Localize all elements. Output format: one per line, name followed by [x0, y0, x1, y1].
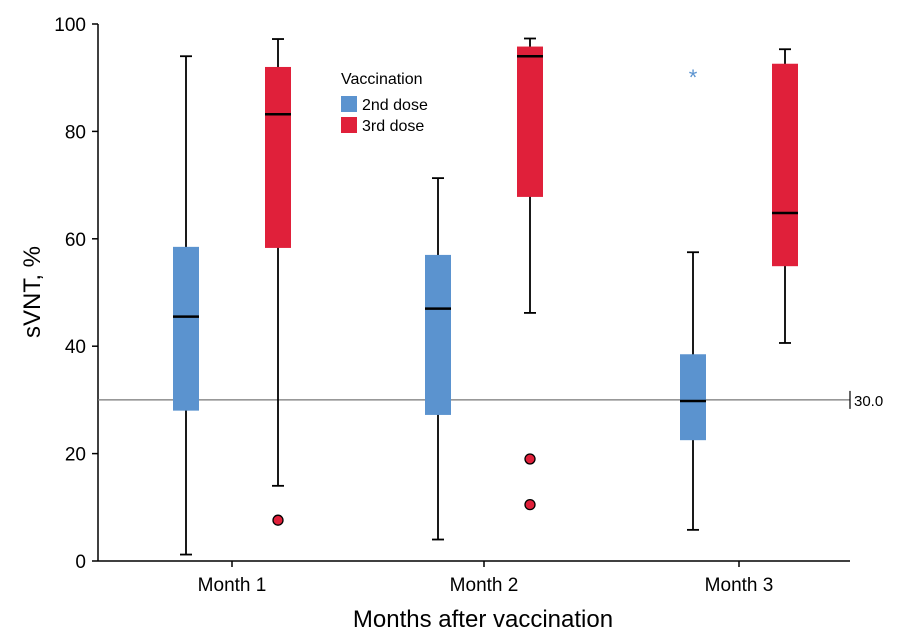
x-axis-title: Months after vaccination [353, 606, 613, 633]
box-iqr [772, 63, 798, 267]
x-tick-label: Month 2 [450, 575, 519, 596]
y-tick-label: 20 [65, 445, 86, 466]
legend-label: 2nd dose [362, 97, 428, 114]
box-group [517, 37, 543, 511]
box-iqr [425, 254, 451, 415]
outlier-point [524, 453, 536, 465]
y-tick-label: 60 [65, 230, 86, 251]
box-group [265, 38, 291, 526]
extreme-point: * [689, 65, 698, 90]
box-group [772, 48, 798, 344]
y-axis-title: sVNT, % [19, 246, 46, 338]
box-group: * [680, 65, 706, 531]
x-tick-label: Month 1 [198, 575, 267, 596]
y-tick-label: 40 [65, 337, 86, 358]
box-group [425, 177, 451, 541]
y-tick-label: 80 [65, 122, 86, 143]
box-iqr [265, 66, 291, 248]
y-tick-label: 100 [54, 15, 86, 36]
legend-swatch [341, 117, 357, 133]
legend-swatch [341, 96, 357, 112]
legend-label: 3rd dose [362, 118, 424, 135]
box-group [173, 55, 199, 556]
box-iqr [680, 354, 706, 441]
reference-line-label: 30.0 [854, 393, 883, 410]
y-tick-label: 0 [75, 552, 86, 573]
plot-area: 0 20 40 60 80 100 Month 1 Month 2 Month 3 30.0 * [54, 15, 883, 596]
x-tick-label: Month 3 [705, 575, 774, 596]
outlier-point [524, 498, 536, 511]
outlier-point [272, 514, 284, 526]
box-iqr [173, 246, 199, 411]
legend: Vaccination 2nd dose 3rd dose [341, 71, 428, 135]
box-iqr [517, 46, 543, 197]
legend-title: Vaccination [341, 71, 423, 88]
